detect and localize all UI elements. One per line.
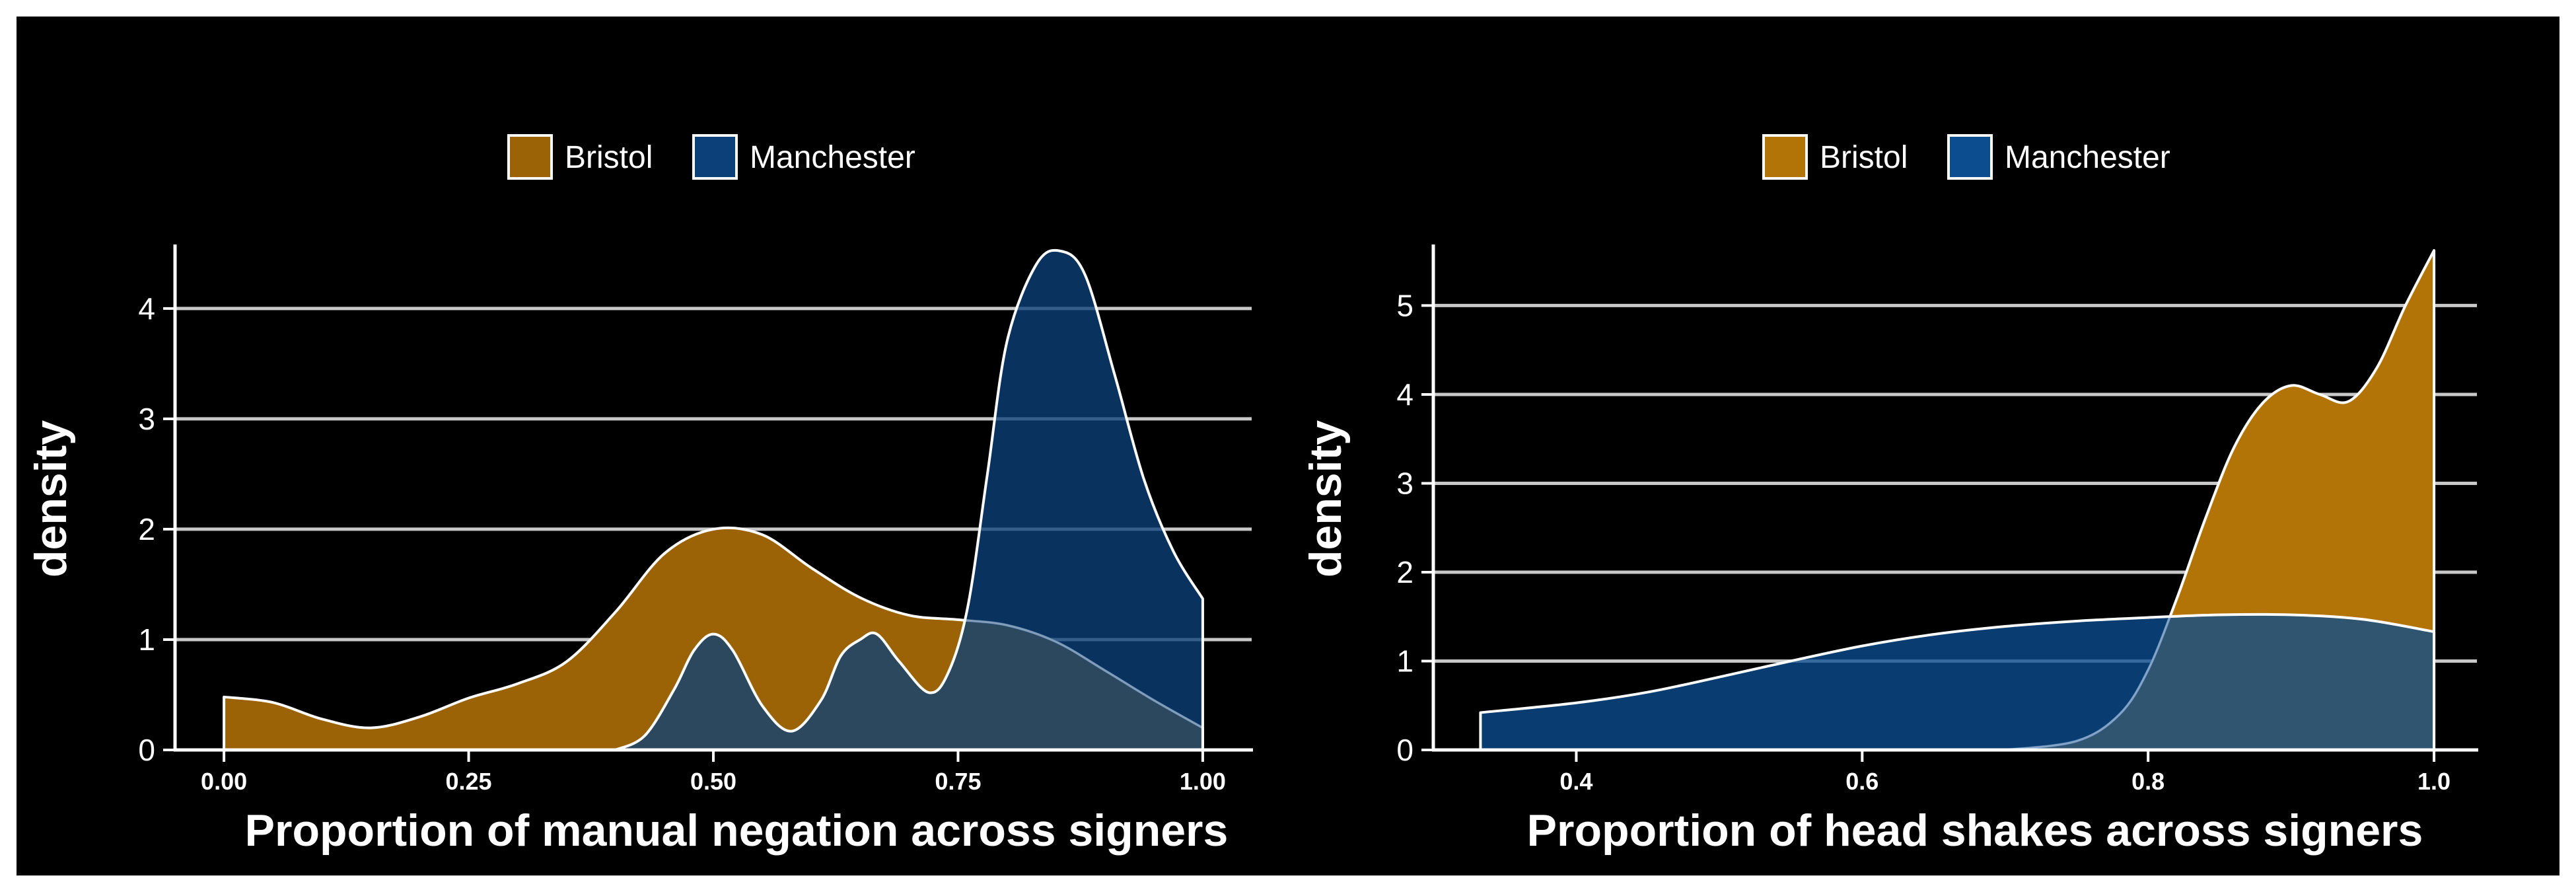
legend-label-bristol: Bristol	[1820, 140, 1908, 175]
legend: Bristol Manchester	[507, 134, 915, 180]
y-tick-label-4: 4	[138, 291, 155, 326]
legend: Bristol Manchester	[1762, 134, 2170, 180]
x-tick-label-0: 0.00	[201, 768, 247, 795]
density-outline-bristol	[2005, 250, 2435, 751]
y-tick-label-2: 2	[1396, 555, 1413, 589]
density-outline-bristol	[223, 527, 1203, 729]
legend-label-manchester: Manchester	[2005, 140, 2170, 175]
density-area-manchester	[614, 248, 1204, 751]
y-axis-title: density	[1301, 420, 1351, 577]
legend-key-manchester	[1947, 134, 1993, 180]
density-area-manchester	[1479, 613, 2436, 751]
figure-canvas: 0 1 2 3 4 0.00 0.25 0.50 0.75 1.00 Proportion of m…	[17, 17, 2559, 875]
y-tick-label-1: 1	[1396, 644, 1413, 678]
y-tick-label-3: 3	[138, 402, 155, 436]
x-tick-label-3: 0.75	[935, 768, 981, 795]
y-tick-label-5: 5	[1396, 288, 1413, 322]
x-axis-title: Proportion of head shakes across signers	[1527, 805, 2423, 856]
x-tick-label-2: 0.50	[690, 768, 736, 795]
panel-2: 0 1 2 3 4 5 0.4 0.6 0.8 1.0 Proportion of head sha…	[1301, 134, 2478, 856]
legend-label-manchester: Manchester	[750, 140, 915, 175]
x-tick-label-0: 0.4	[1559, 768, 1592, 795]
y-tick-label-3: 3	[1396, 466, 1413, 500]
panel-1: 0 1 2 3 4 0.00 0.25 0.50 0.75 1.00 Proportion of m…	[26, 134, 1253, 856]
y-tick-label-0: 0	[1396, 733, 1413, 767]
legend-key-bristol	[1762, 134, 1808, 180]
x-axis-title: Proportion of manual negation across sig…	[245, 805, 1229, 856]
x-tick-label-3: 1.0	[2417, 768, 2451, 795]
x-tick-label-2: 0.8	[2131, 768, 2165, 795]
x-tick-label-1: 0.25	[446, 768, 492, 795]
x-tick-label-1: 0.6	[1845, 768, 1878, 795]
y-tick-label-2: 2	[138, 512, 155, 546]
legend-label-bristol: Bristol	[565, 140, 653, 175]
y-axis-title: density	[26, 420, 76, 577]
legend-key-manchester	[692, 134, 738, 180]
y-tick-label-4: 4	[1396, 377, 1413, 412]
x-tick-label-4: 1.00	[1180, 768, 1226, 795]
y-tick-label-1: 1	[138, 622, 155, 657]
y-tick-label-0: 0	[138, 733, 155, 767]
legend-key-bristol	[507, 134, 553, 180]
